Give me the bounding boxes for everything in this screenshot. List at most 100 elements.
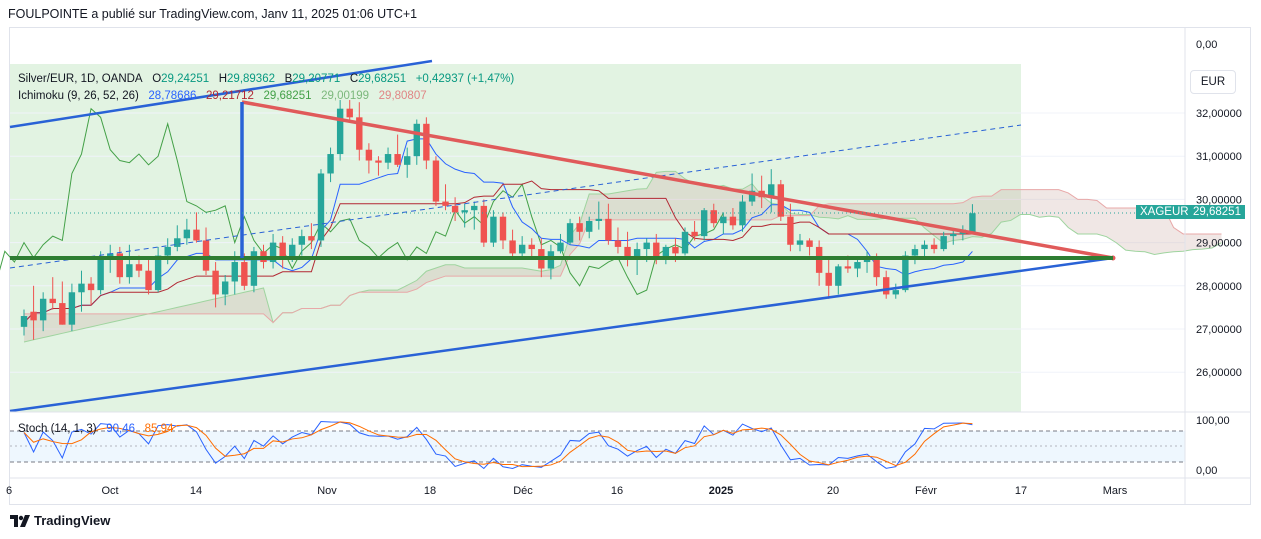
candle-body — [940, 236, 947, 250]
candle-body — [135, 264, 143, 271]
candle-body — [892, 290, 899, 295]
stoch-legend: Stoch (14, 1, 3) 90,46 85,94 — [18, 423, 173, 435]
candle-body — [365, 149, 373, 161]
candle-body — [384, 154, 392, 163]
candle-body — [566, 223, 574, 243]
price-tick: 29,00000 — [1196, 238, 1242, 250]
candle-body — [691, 231, 698, 237]
currency-label: EUR — [1200, 76, 1226, 88]
candle-body — [614, 240, 622, 247]
stoch-tick: 100,00 — [1196, 415, 1230, 427]
candle-body — [327, 154, 334, 174]
chikou-line — [0, 107, 724, 296]
candle-body — [442, 201, 449, 206]
price-tick: 27,00000 — [1196, 324, 1242, 336]
time-tick: Nov — [317, 485, 337, 497]
candle-body — [796, 240, 804, 245]
candle-body — [221, 281, 229, 295]
candle-body — [595, 218, 602, 221]
candle-body — [202, 240, 210, 271]
candle-body — [672, 246, 679, 254]
candle-body — [748, 190, 756, 202]
candle-body — [107, 253, 114, 258]
support-trendline — [9, 256, 1114, 413]
candle-body — [279, 242, 286, 258]
candle-body — [269, 242, 277, 263]
price-tick: 28,00000 — [1196, 281, 1242, 293]
candle-body — [643, 242, 650, 250]
time-tick: 16 — [611, 485, 623, 497]
candle-body — [413, 123, 420, 157]
candle-body — [336, 108, 344, 155]
time-tick: 20 — [827, 485, 839, 497]
time-tick: Oct — [101, 485, 118, 497]
candle-body — [154, 255, 162, 291]
low-label: B — [284, 73, 293, 85]
candle-body — [68, 292, 76, 325]
high-label: H — [218, 73, 228, 85]
candle-body — [317, 173, 325, 241]
stoch-d-line — [23, 421, 973, 468]
time-tick: Déc — [513, 485, 533, 497]
price-tick: 30,00000 — [1196, 194, 1242, 206]
candle-body — [902, 255, 909, 291]
stoch-k-value: 90,46 — [106, 423, 135, 435]
ichimoku-label: Ichimoku (9, 26, 52, 26) — [18, 90, 139, 102]
candle-body — [78, 283, 85, 293]
currency-button[interactable]: EUR — [1190, 70, 1236, 94]
candle-body — [806, 240, 813, 247]
candle-body — [423, 123, 430, 161]
chikou-value: 29,68251 — [263, 90, 312, 102]
candle-body — [787, 216, 794, 245]
candle-body — [518, 244, 526, 254]
zero-tick: 0,00 — [1196, 39, 1217, 51]
candle-body — [490, 216, 497, 243]
candle-body — [193, 229, 200, 241]
candle-body — [528, 244, 535, 250]
candle-body — [777, 184, 785, 217]
candle-body — [289, 244, 296, 258]
close-label: C — [349, 73, 359, 85]
time-tick: Mars — [1103, 485, 1128, 497]
candle-body — [557, 242, 564, 252]
price-tick: 31,00000 — [1196, 151, 1242, 163]
candle-body — [700, 210, 708, 237]
candle-body — [844, 266, 852, 269]
close-value: 29,68251 — [358, 73, 407, 85]
candle-body — [432, 160, 440, 202]
candle-body — [854, 262, 861, 269]
candle-body — [576, 223, 583, 232]
span-b-line — [24, 189, 1222, 324]
candle-body — [164, 246, 171, 256]
candle-body — [59, 303, 66, 325]
candle-body — [394, 154, 401, 165]
published-header: FOULPOINTE a publié sur TradingView.com,… — [8, 7, 418, 21]
tenkan-value: 28,78686 — [148, 90, 197, 102]
candle-body — [116, 253, 123, 278]
candle-body — [681, 231, 689, 254]
symbol-name: Silver/EUR, 1D, OANDA — [18, 73, 143, 85]
candle-body — [375, 160, 382, 163]
stoch-label: Stoch (14, 1, 3) — [18, 423, 97, 435]
candle-body — [231, 262, 238, 282]
low-value: 29,20771 — [292, 73, 341, 85]
span-a-line — [23, 170, 1222, 343]
chart-frame[interactable] — [9, 27, 1251, 505]
candle-body — [662, 246, 670, 260]
candle-body — [451, 205, 459, 213]
candle-body — [921, 244, 928, 250]
brand-footer[interactable]: TradingView — [10, 513, 110, 528]
candle-body — [911, 249, 919, 256]
time-tick: 17 — [1015, 485, 1027, 497]
symbol-legend: Silver/EUR, 1D, OANDA O29,24251 H29,8936… — [18, 73, 514, 85]
candle-body — [97, 257, 104, 291]
candle-body — [969, 213, 976, 233]
candle-body — [586, 221, 593, 232]
candle-body — [461, 210, 468, 213]
candle-body — [835, 266, 842, 286]
stoch-d-value: 85,94 — [144, 423, 174, 435]
ichimoku-cloud — [24, 171, 1222, 342]
candle-body — [174, 238, 181, 247]
open-value: 29,24251 — [161, 73, 210, 85]
